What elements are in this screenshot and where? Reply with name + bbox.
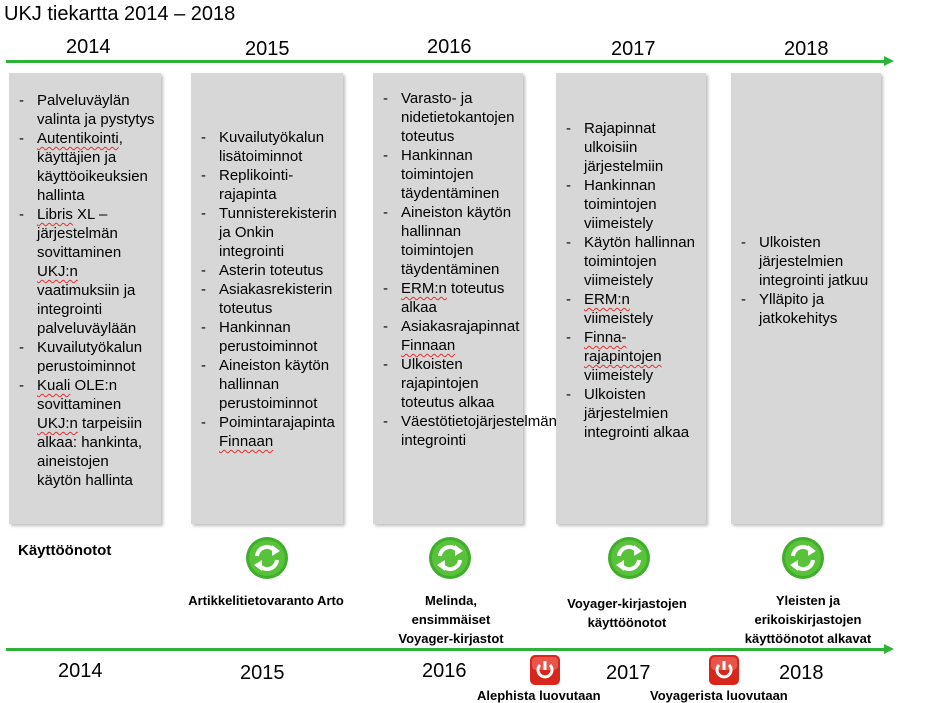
- bottom-arrow-head: [884, 644, 894, 654]
- bottom-year-2017: 2017: [606, 662, 651, 684]
- bottom-year-2018: 2018: [779, 662, 824, 684]
- refresh-cycle-icon: [781, 536, 825, 580]
- list-item: Ulkoisten järjestelmien integrointi jatk…: [737, 233, 875, 290]
- list-item: Ylläpito ja jatkokehitys: [737, 290, 875, 328]
- refresh-cycle-icon: [428, 536, 472, 580]
- list-item: Rajapinnat ulkoisiin järjestelmiin: [562, 119, 700, 176]
- list-item: Kuali OLE:n sovittaminen UKJ:n tarpeisii…: [15, 376, 155, 490]
- kayttoonotot-label: Käyttöönotot: [18, 542, 112, 559]
- list-item: Autentikointi, käyttäjien ja käyttöoikeu…: [15, 129, 155, 205]
- list-item: Poimintarajapinta Finnaan: [197, 413, 337, 451]
- list-item: Väestötietojärjestelmän integrointi: [379, 412, 557, 450]
- column-2017: Rajapinnat ulkoisiin järjestelmiin Hanki…: [556, 73, 706, 524]
- top-year-2015: 2015: [245, 38, 290, 60]
- list-item: Kuvailutyökalun perustoiminnot: [15, 338, 155, 376]
- top-arrow-head: [884, 56, 894, 66]
- column-2016: Varasto- ja nidetietokantojen toteutus H…: [373, 73, 557, 524]
- top-year-2014: 2014: [66, 36, 111, 58]
- list-item: Replikointi-rajapinta: [197, 166, 337, 204]
- top-year-2017: 2017: [611, 38, 656, 60]
- list-item: ERM:n toteutus alkaa: [379, 279, 517, 317]
- column-2015: Kuvailutyökalun lisätoiminnot Replikoint…: [191, 73, 343, 524]
- list-item: Käytön hallinnan toimintojen viimeistely: [562, 233, 700, 290]
- list-item: Aineiston käytön hallinnan toimintojen t…: [379, 203, 517, 279]
- list-item: ERM:n viimeistely: [562, 290, 700, 328]
- deployment-caption-2018: Yleisten ja erikoiskirjastojen käyttööno…: [744, 593, 872, 646]
- refresh-cycle-icon: [245, 536, 289, 580]
- list-item: Varasto- ja nidetietokantojen toteutus: [379, 89, 517, 146]
- list-item: Hankinnan toimintojen täydentäminen: [379, 146, 517, 203]
- refresh-cycle-icon: [607, 536, 651, 580]
- top-timeline-arrow: [6, 60, 886, 63]
- list-item: Asterin toteutus: [197, 261, 337, 280]
- bottom-year-2014: 2014: [58, 660, 103, 682]
- list-item: Kuvailutyökalun lisätoiminnot: [197, 128, 337, 166]
- column-2018: Ulkoisten järjestelmien integrointi jatk…: [731, 73, 881, 524]
- list-item: Libris XL –järjestelmän sovittaminen UKJ…: [15, 205, 155, 338]
- power-icon: [709, 655, 739, 685]
- top-year-2018: 2018: [784, 38, 829, 60]
- list-item: Finna-rajapintojen viimeistely: [562, 328, 700, 385]
- deployment-caption-2016: Melinda, ensimmäiset Voyager-kirjastot: [398, 593, 504, 646]
- list-item: Hankinnan toimintojen viimeistely: [562, 176, 700, 233]
- list-item: Aineiston käytön hallinnan perustoiminno…: [197, 356, 337, 413]
- list-item: Asiakasrajapinnat Finnaan: [379, 317, 519, 355]
- top-year-2016: 2016: [427, 36, 472, 58]
- bottom-year-2016: 2016: [422, 660, 467, 682]
- deployment-caption-2017: Voyager-kirjastojen käyttöönotot: [567, 596, 687, 630]
- list-item: Palveluväylän valinta ja pystytys: [15, 91, 155, 129]
- column-2014: Palveluväylän valinta ja pystytys Autent…: [9, 73, 161, 524]
- power-icon: [530, 655, 560, 685]
- list-item: Tunnisterekisterin ja Onkin integrointi: [197, 204, 337, 261]
- retirement-caption-voyager: Voyagerista luovutaan: [650, 688, 788, 703]
- deployment-caption-2015: Artikkelitietovaranto Arto: [188, 593, 344, 608]
- page-title: UKJ tiekartta 2014 – 2018: [4, 3, 236, 25]
- bottom-year-2015: 2015: [240, 662, 285, 684]
- list-item: Asiakasrekisterin toteutus: [197, 280, 337, 318]
- list-item: Ulkoisten järjestelmien integrointi alka…: [562, 385, 700, 442]
- retirement-caption-aleph: Alephista luovutaan: [477, 688, 601, 703]
- list-item: Ulkoisten rajapintojen toteutus alkaa: [379, 355, 517, 412]
- bottom-timeline-arrow: [6, 648, 886, 651]
- list-item: Hankinnan perustoiminnot: [197, 318, 337, 356]
